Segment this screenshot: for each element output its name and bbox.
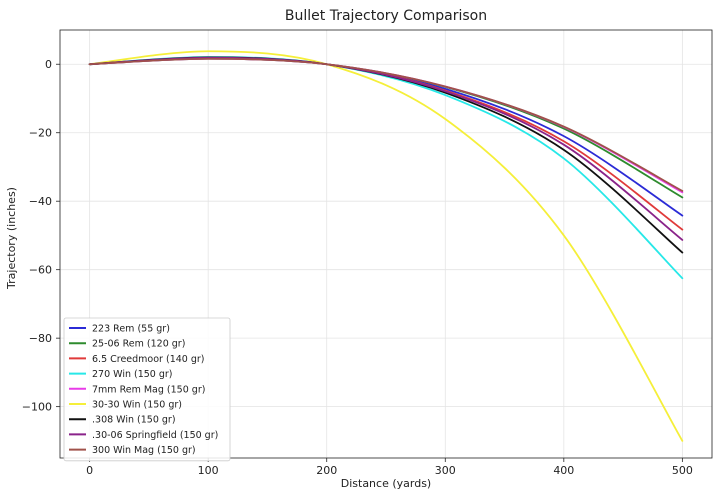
chart-title: Bullet Trajectory Comparison <box>285 8 487 24</box>
y-tick-label: −40 <box>29 195 52 208</box>
series-line <box>88 50 684 442</box>
legend: 223 Rem (55 gr) 25-06 Rem (120 gr) 6.5 Cre… <box>63 317 231 462</box>
x-tick-label: 300 <box>435 464 456 477</box>
x-tick-label: 100 <box>198 464 219 477</box>
legend-label: 223 Rem (55 gr) <box>92 324 170 335</box>
legend-box <box>63 317 231 462</box>
y-axis-title: Trajectory (inches) <box>5 187 18 290</box>
x-axis-title: Distance (yards) <box>341 477 431 490</box>
x-tick-label: 200 <box>316 464 337 477</box>
legend-label: 30-30 Win (150 gr) <box>92 400 182 411</box>
x-tick-label: 400 <box>553 464 574 477</box>
x-tick-label: 500 <box>672 464 693 477</box>
x-axis-ticks: 0 100 200 300 400 500 <box>86 458 693 477</box>
y-tick-label: −80 <box>29 332 52 345</box>
legend-label: 25-06 Rem (120 gr) <box>92 339 185 350</box>
y-tick-label: −100 <box>22 401 52 414</box>
x-tick-label: 0 <box>86 464 93 477</box>
legend-label: .30-06 Springfield (150 gr) <box>92 430 218 441</box>
legend-label: 270 Win (150 gr) <box>92 369 173 380</box>
y-tick-label: −20 <box>29 127 52 140</box>
legend-label: 7mm Rem Mag (150 gr) <box>92 384 205 395</box>
series-line <box>88 57 684 192</box>
series-lines <box>88 50 684 442</box>
legend-label: .308 Win (150 gr) <box>92 415 176 426</box>
series-line <box>88 56 684 241</box>
y-axis-ticks: 0 −20 −40 −60 −80 −100 <box>22 58 60 414</box>
plot-frame <box>59 29 713 459</box>
legend-label: 300 Win Mag (150 gr) <box>92 445 196 456</box>
y-tick-label: 0 <box>45 58 52 71</box>
grid <box>60 30 712 458</box>
legend-label: 6.5 Creedmoor (140 gr) <box>92 354 204 365</box>
y-tick-label: −60 <box>29 264 52 277</box>
